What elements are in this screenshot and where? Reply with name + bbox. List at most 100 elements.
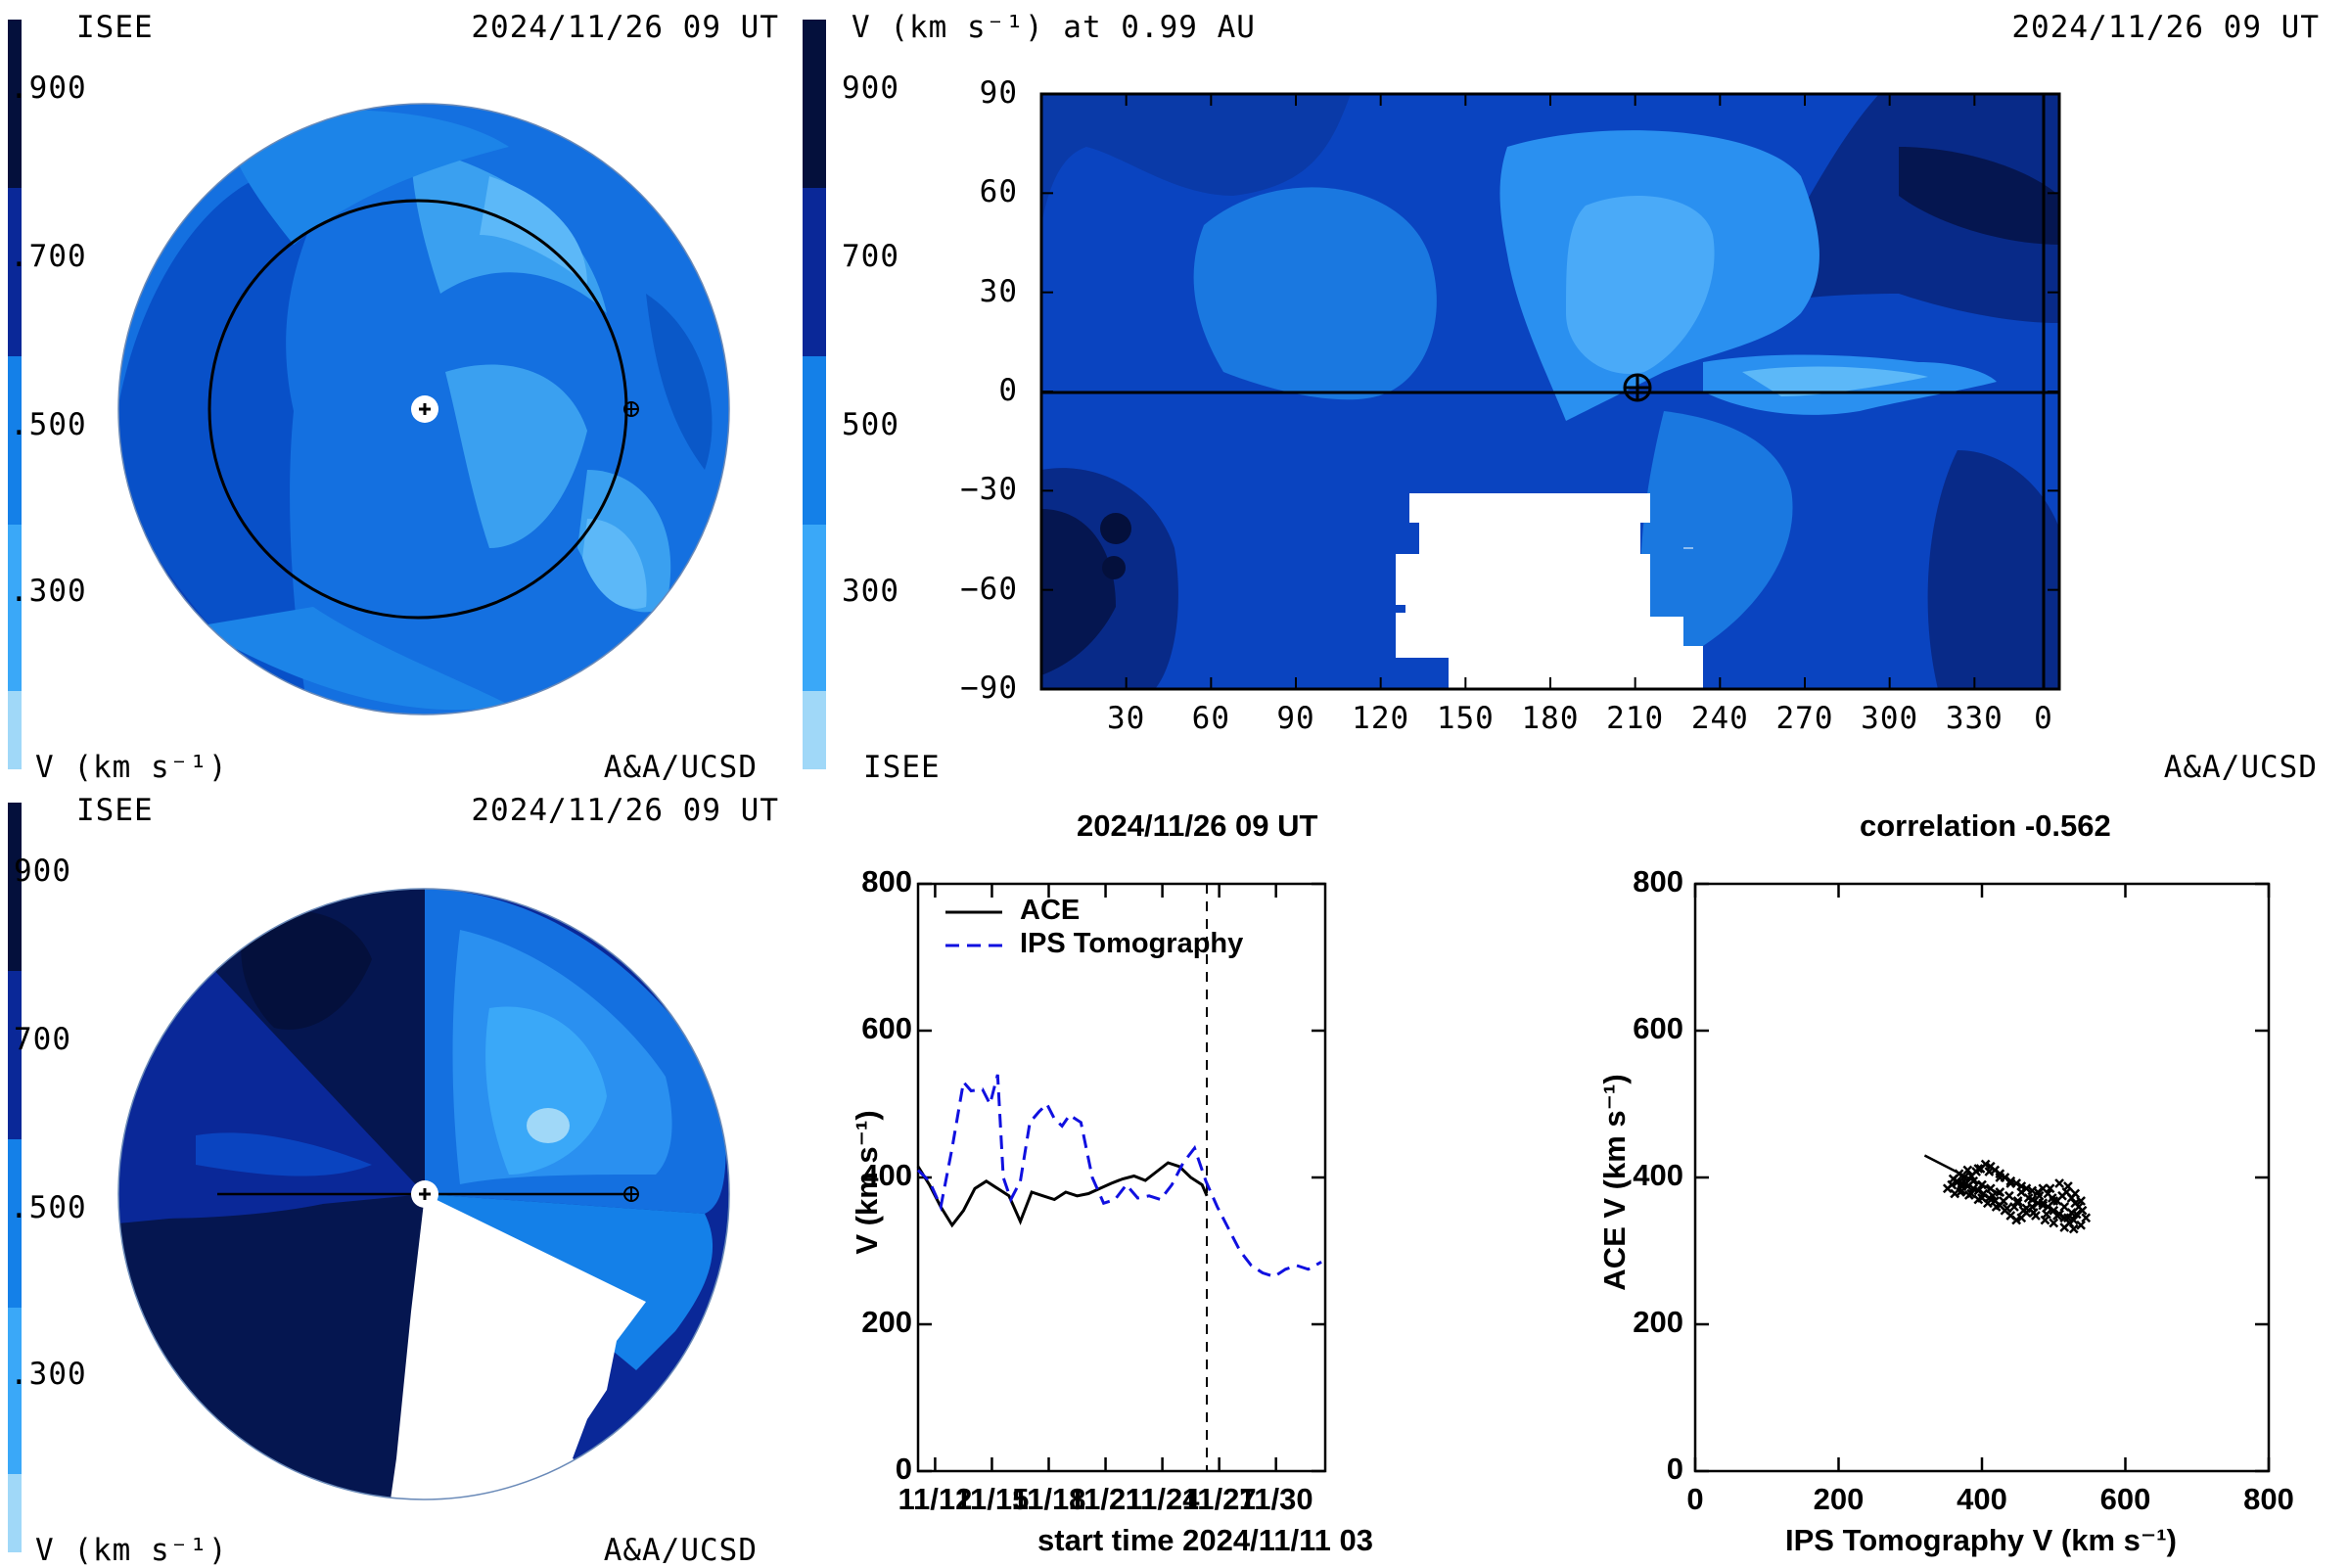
unit-label: V (km s⁻¹): [35, 1533, 228, 1568]
panel-top-left: ISEE 2024/11/26 09 UT .900 .700 .500 .30…: [0, 0, 803, 785]
x-tick-label: 60: [1191, 701, 1230, 736]
scatter-chart: [1693, 882, 2271, 1473]
y-tick-label: 90: [979, 75, 1018, 111]
x-tick-label: 0: [1686, 1482, 1704, 1516]
colorbar-tick: 900: [842, 70, 899, 106]
y-tick-label: 200: [1633, 1305, 1683, 1339]
y-tick-label: 400: [1633, 1158, 1683, 1192]
scatter-point: [1966, 1188, 1976, 1199]
scatter-point: [1995, 1187, 2005, 1197]
x-tick-label: 800: [2243, 1482, 2294, 1516]
y-tick-label: 0: [1666, 1452, 1683, 1486]
axis-ticks: [918, 882, 1325, 1473]
x-tick-label: 180: [1521, 701, 1580, 736]
x-tick-label: 11/18: [1011, 1482, 1086, 1516]
colorbar-tick: 700: [14, 1022, 71, 1057]
y-tick-label: 30: [979, 273, 1018, 309]
x-tick-label: 90: [1276, 701, 1315, 736]
y-tick-label: 600: [1633, 1011, 1683, 1045]
colorbar-bottom-left: [8, 803, 22, 1552]
x-tick-label: 30: [1106, 701, 1146, 736]
org-label: ISEE: [863, 750, 941, 785]
x-tick-label: 11/24: [1125, 1482, 1200, 1516]
org-label: ISEE: [76, 793, 154, 828]
scatter-point: [1985, 1183, 1996, 1194]
scatter-point: [1999, 1196, 2008, 1206]
y-tick-label: −90: [960, 670, 1018, 706]
scatter-point: [2054, 1178, 2064, 1188]
x-axis-label: start time 2024/11/11 03: [1037, 1523, 1373, 1557]
scatter-point: [2034, 1190, 2045, 1201]
chart-title: correlation -0.562: [1860, 808, 2111, 843]
scatter-point: [2049, 1196, 2059, 1206]
timestamp-label: 2024/11/26 09 UT: [2011, 10, 2320, 45]
time-series-chart: [916, 882, 1327, 1473]
scatter-point: [2018, 1205, 2029, 1216]
scatter-point: [1968, 1176, 1979, 1186]
colorbar-top-left: [8, 20, 22, 769]
colorbar-tick: 300: [842, 574, 899, 609]
scatter-point: [2028, 1208, 2039, 1218]
series-lines: [916, 884, 1322, 1471]
scatter-point: [1973, 1185, 1984, 1196]
y-tick-label: 60: [979, 174, 1018, 210]
x-tick-label: 11/21: [1068, 1482, 1143, 1516]
scatter-point: [1988, 1190, 1998, 1201]
y-tick-label: 200: [861, 1305, 912, 1339]
polar-map-top: [8, 20, 730, 769]
scatter-point: [2009, 1202, 2019, 1212]
scatter-point: [2016, 1213, 2027, 1223]
colorbar-tick: .300: [10, 1357, 87, 1392]
colorbar-top-right: [803, 20, 826, 769]
scatter-point: [1980, 1159, 1991, 1170]
x-tick-label: 0: [2034, 701, 2053, 736]
credit-label: A&A/UCSD: [603, 1533, 758, 1568]
x-tick-label: 240: [1690, 701, 1749, 736]
scatter-point: [2081, 1213, 2092, 1223]
plot-frame: [1693, 882, 2271, 1473]
scatter-point: [2027, 1194, 2038, 1205]
scatter-point: [1950, 1188, 1960, 1199]
polar-velocity-field: [118, 104, 729, 715]
scatter-point: [2002, 1203, 2012, 1214]
colorbar-tick: .700: [10, 239, 87, 274]
latlon-map: [803, 20, 2061, 769]
scatter-point: [2077, 1205, 2088, 1216]
panel-time-series: 2024/11/26 09 UT ACE IPS Tomography star…: [803, 783, 1546, 1566]
scatter-point: [1954, 1169, 1964, 1179]
y-tick-label: −60: [960, 571, 1018, 607]
y-tick-label: 800: [1633, 864, 1683, 899]
scatter-point: [1942, 1183, 1953, 1194]
series-line-ips-tomography: [916, 1074, 1322, 1278]
y-tick-label: 0: [895, 1452, 912, 1486]
timestamp-label: 2024/11/26 09 UT: [471, 793, 779, 828]
x-tick-label: 300: [1861, 701, 1919, 736]
x-tick-label: 400: [1957, 1482, 2007, 1516]
scatter-point: [1977, 1179, 1987, 1190]
scatter-point: [2038, 1200, 2049, 1211]
scatter-point: [2068, 1223, 2079, 1234]
x-tick-label: 11/12: [898, 1482, 973, 1516]
scatter-point: [2016, 1187, 2027, 1197]
x-axis-label: IPS Tomography V (km s⁻¹): [1785, 1523, 2177, 1557]
scatter-point: [1984, 1167, 1995, 1176]
x-tick-label: 150: [1436, 701, 1495, 736]
scatter-point: [2076, 1196, 2086, 1206]
scatter-point: [2045, 1183, 2055, 1194]
x-tick-label: 120: [1352, 701, 1410, 736]
scatter-point: [2070, 1188, 2081, 1199]
unit-label: V (km s⁻¹): [35, 750, 228, 785]
x-axis-ticks: [1125, 94, 2045, 689]
scatter-point: [1957, 1178, 1967, 1188]
org-label: ISEE: [76, 10, 154, 45]
y-tick-label: −30: [960, 472, 1018, 508]
axis-ticks: [1693, 882, 2271, 1473]
map-title: V (km s⁻¹) at 0.99 AU: [852, 10, 1256, 45]
series-line-ace: [916, 1161, 1209, 1228]
y-tick-label: 600: [861, 1011, 912, 1045]
x-tick-label: 11/27: [1181, 1482, 1257, 1516]
timestamp-label: 2024/11/26 09 UT: [471, 10, 779, 45]
colorbar-tick: 900: [14, 853, 71, 889]
scatter-point: [2076, 1220, 2086, 1230]
